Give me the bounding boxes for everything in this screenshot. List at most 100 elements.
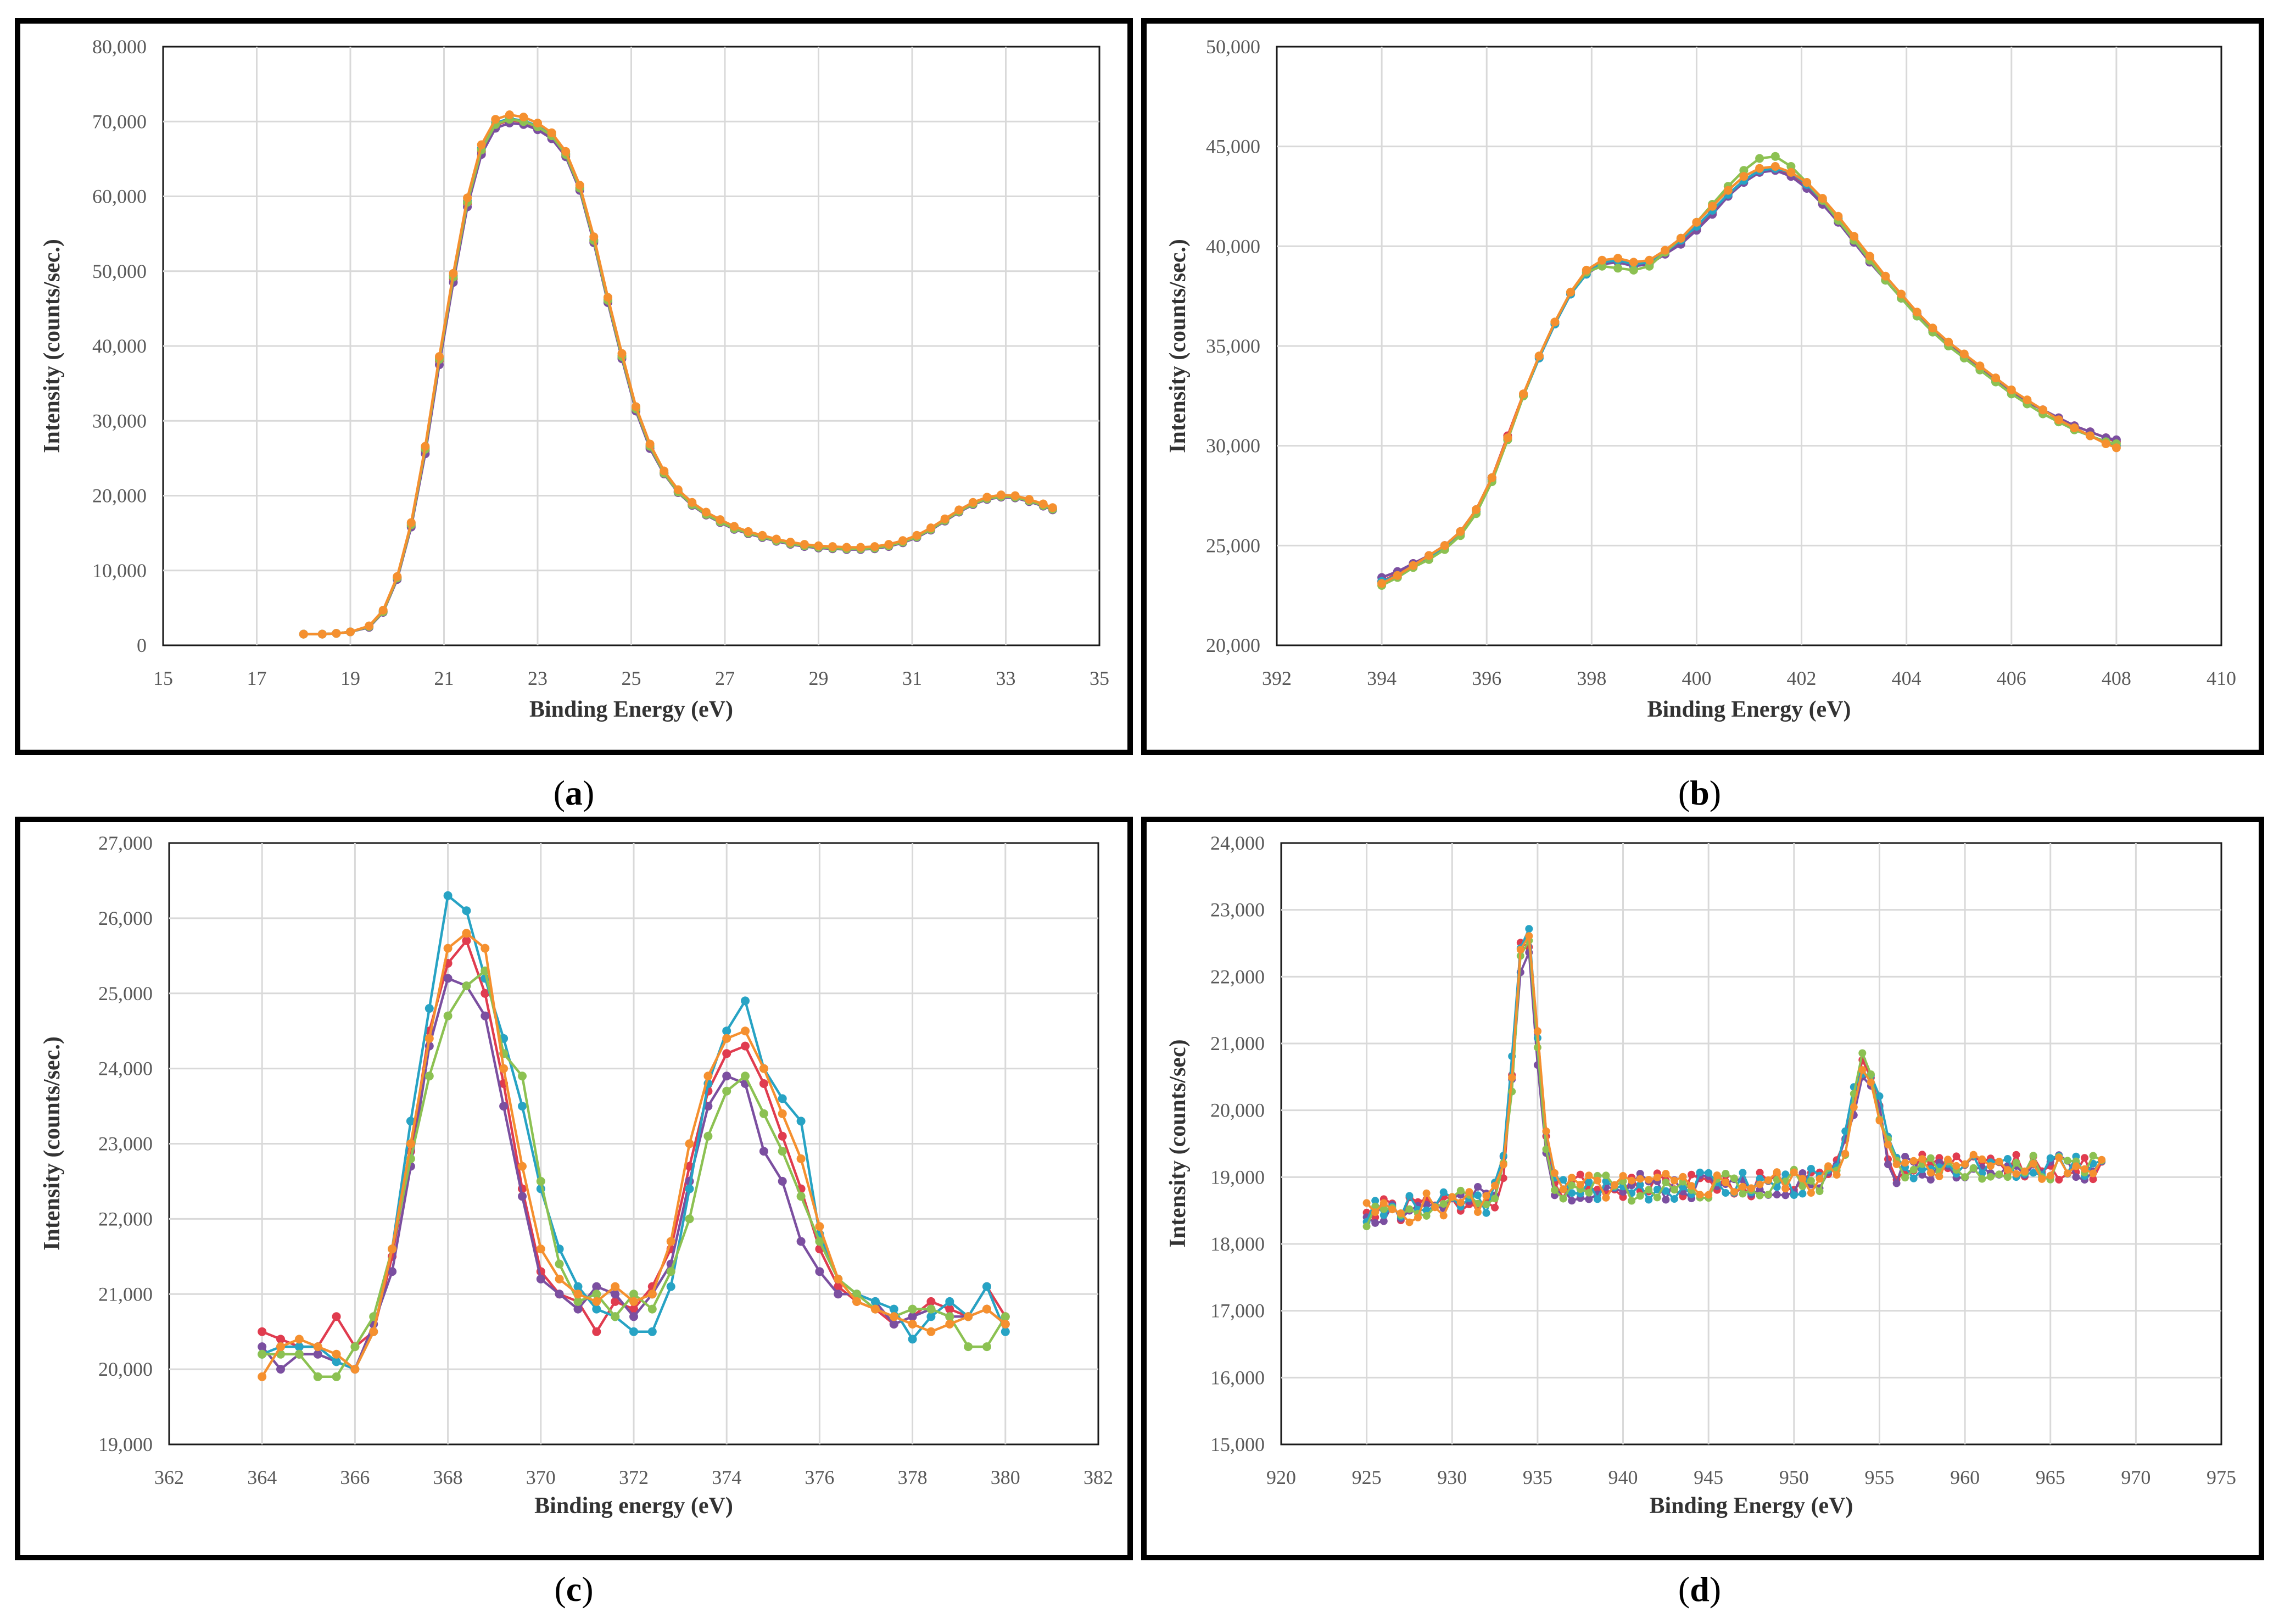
data-point — [388, 1244, 397, 1254]
data-point — [1670, 1195, 1678, 1203]
data-point — [592, 1304, 601, 1314]
x-tick-label: 394 — [1367, 667, 1397, 689]
data-point — [1585, 1188, 1593, 1197]
data-point — [2021, 1167, 2029, 1175]
data-point — [889, 1304, 898, 1314]
data-point — [1764, 1191, 1773, 1198]
panel-caption: (a) — [554, 773, 595, 812]
data-point — [1456, 527, 1465, 536]
data-point — [1926, 1176, 1935, 1184]
data-point — [2046, 1154, 2054, 1162]
data-point — [954, 505, 964, 515]
x-tick-label: 410 — [2207, 667, 2236, 689]
y-axis-label: Intensity (counts/sec.) — [40, 239, 65, 453]
y-tick-label: 21,000 — [98, 1283, 153, 1305]
data-point — [1909, 1174, 1918, 1182]
panel-a: 15 17 19 21 23 25 27 29 31 33 35 0 10,000 20,000 30,00… — [15, 18, 1133, 755]
x-tick-label: 396 — [1472, 667, 1501, 689]
data-point — [856, 543, 865, 552]
data-point — [1653, 1185, 1661, 1193]
data-point — [1533, 1028, 1541, 1035]
data-point — [1661, 245, 1670, 255]
data-point — [647, 1290, 657, 1299]
x-tick-label: 364 — [247, 1466, 277, 1488]
data-point — [611, 1290, 620, 1299]
data-point — [1926, 1154, 1935, 1162]
data-point — [1781, 1185, 1790, 1193]
data-point — [1465, 1188, 1473, 1196]
data-point — [561, 147, 571, 156]
y-axis-label: Intensity (counts/sec.) — [40, 1036, 65, 1251]
x-tick-label: 366 — [340, 1466, 370, 1488]
x-tick-label: 930 — [1437, 1466, 1467, 1488]
data-point — [518, 1071, 527, 1081]
x-tick-label: 33 — [996, 667, 1016, 689]
data-point — [685, 1139, 694, 1148]
data-point — [1582, 265, 1591, 275]
x-tick-label: 960 — [1950, 1466, 1980, 1488]
data-point — [716, 515, 725, 524]
y-tick-label: 50,000 — [92, 260, 147, 282]
data-point — [1431, 1203, 1439, 1212]
x-tick-label: 398 — [1577, 667, 1606, 689]
data-point — [1550, 317, 1560, 327]
data-point — [1692, 217, 1701, 227]
data-point — [1926, 1169, 1935, 1177]
data-point — [1676, 233, 1685, 243]
data-point — [332, 629, 341, 638]
panel-d: 920 925 930 935 940 945 950 955 960 965 970 975 15,0… — [1141, 817, 2264, 1560]
data-point — [1773, 1168, 1781, 1176]
data-point — [346, 627, 355, 637]
data-point — [1909, 1165, 1918, 1174]
y-tick-label: 20,000 — [1210, 1100, 1265, 1121]
data-point — [730, 522, 739, 531]
data-point — [758, 531, 767, 540]
data-point — [313, 1372, 322, 1381]
series-group — [1377, 152, 2121, 590]
data-point — [1482, 1209, 1490, 1217]
data-point — [1722, 1178, 1730, 1186]
data-point — [1841, 1127, 1850, 1135]
data-point — [1662, 1187, 1670, 1195]
y-tick-label: 30,000 — [92, 410, 147, 432]
data-point — [294, 1342, 304, 1352]
data-point — [555, 1290, 564, 1299]
data-point — [449, 269, 458, 278]
data-point — [592, 1282, 601, 1291]
data-point — [1978, 1175, 1986, 1183]
data-point — [1944, 1156, 1952, 1164]
data-point — [1807, 1177, 1815, 1185]
y-tick-label: 15,000 — [1210, 1433, 1265, 1455]
data-point — [1722, 1189, 1730, 1197]
data-point — [1422, 1212, 1431, 1220]
data-point — [1508, 1074, 1516, 1082]
data-point — [1636, 1181, 1644, 1189]
data-point — [945, 1320, 954, 1329]
data-point — [2072, 1173, 2080, 1181]
data-point — [294, 1335, 304, 1344]
x-tick-label: 406 — [1997, 667, 2026, 689]
data-point — [481, 944, 490, 953]
y-axis-label: Intensity (counts/sec) — [1165, 1039, 1191, 1247]
x-tick-label: 23 — [528, 667, 548, 689]
data-point — [1425, 551, 1434, 560]
data-point — [1662, 1178, 1670, 1186]
data-point — [2055, 1154, 2063, 1162]
data-point — [2012, 1170, 2020, 1178]
data-point — [1487, 473, 1496, 482]
x-tick-label: 31 — [902, 667, 922, 689]
data-point — [1602, 1193, 1610, 1202]
data-point — [673, 485, 683, 494]
data-point — [332, 1357, 341, 1366]
data-point — [982, 1342, 991, 1352]
data-point — [1422, 1201, 1431, 1209]
data-point — [1593, 1176, 1601, 1185]
data-point — [1377, 579, 1387, 588]
data-point — [647, 1304, 657, 1314]
data-point — [1542, 1127, 1550, 1135]
data-point — [1559, 1176, 1567, 1184]
data-point — [1995, 1170, 2003, 1179]
data-point — [2012, 1159, 2020, 1167]
data-point — [889, 1320, 898, 1329]
data-point — [1474, 1208, 1482, 1216]
